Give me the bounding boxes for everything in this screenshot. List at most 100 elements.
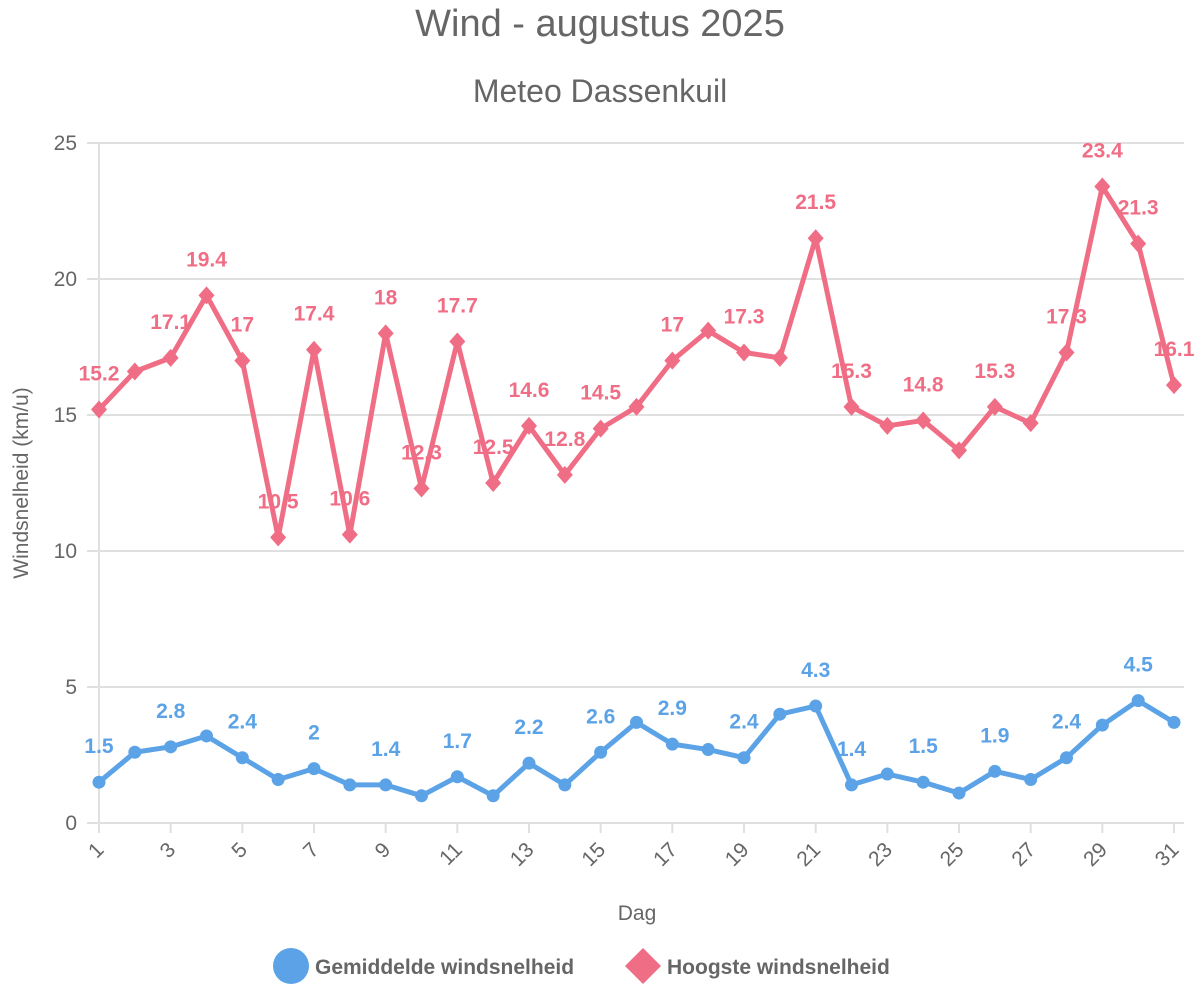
data-point[interactable] [91,400,107,419]
data-label: 14.8 [903,373,944,396]
data-point[interactable] [450,770,464,784]
data-point[interactable] [486,789,500,803]
legend-label: Gemiddelde windsnelheid [315,956,574,979]
x-tick-label: 31 [1151,838,1184,871]
data-point[interactable] [1130,234,1147,253]
data-point[interactable] [198,286,215,305]
x-tick-label: 25 [936,838,969,871]
data-point[interactable] [1095,718,1109,732]
data-point[interactable] [558,778,572,792]
data-point[interactable] [126,362,143,381]
x-axis-label: Dag [618,902,657,925]
data-point[interactable] [379,778,393,792]
data-label: 2.9 [658,697,687,720]
legend-diamond-icon [625,948,661,984]
data-label: 10.6 [329,488,370,511]
data-label: 15.2 [79,363,120,386]
data-point[interactable] [843,397,860,416]
data-point[interactable] [1167,715,1181,729]
data-label: 14.6 [509,379,550,402]
data-point[interactable] [200,729,213,743]
y-tick-label: 5 [65,676,77,699]
data-point[interactable] [415,789,428,803]
data-point[interactable] [343,778,357,792]
data-point[interactable] [665,737,679,751]
x-tick-label: 7 [299,838,324,863]
data-label: 1.5 [84,735,114,758]
legend-item[interactable]: Gemiddelde windsnelheid [273,948,574,984]
legend-label: Hoogste windsnelheid [667,956,890,979]
x-tick-label: 17 [649,838,682,871]
data-point[interactable] [485,474,502,492]
data-point[interactable] [1166,376,1182,395]
data-point[interactable] [701,743,715,757]
data-point[interactable] [700,321,717,340]
data-label: 21.5 [795,191,836,214]
data-point[interactable] [592,419,609,438]
data-point[interactable] [630,715,643,729]
data-label: 17.4 [294,303,335,326]
data-point[interactable] [1022,414,1039,433]
data-point[interactable] [377,324,394,343]
data-point[interactable] [270,528,287,547]
data-point[interactable] [952,786,966,800]
data-label: 1.4 [837,738,867,761]
data-point[interactable] [915,411,932,430]
data-point[interactable] [556,465,573,484]
data-label: 2.6 [586,705,615,728]
data-point[interactable] [880,767,894,781]
data-point[interactable] [916,775,930,789]
data-point[interactable] [594,745,608,759]
data-point[interactable] [1094,177,1111,196]
data-point[interactable] [1058,343,1075,362]
data-label: 1.7 [443,730,472,753]
data-point[interactable] [628,397,645,416]
legend-item[interactable]: Hoogste windsnelheid [625,948,890,984]
data-point[interactable] [879,416,896,435]
data-label: 15.3 [831,360,872,383]
data-point[interactable] [162,348,179,367]
data-point[interactable] [307,762,321,776]
data-point[interactable] [951,441,967,460]
x-tick-label: 23 [864,838,897,871]
data-point[interactable] [306,340,322,359]
x-tick-label: 5 [227,838,252,863]
data-label: 12.3 [401,441,442,464]
data-point[interactable] [234,351,251,370]
data-point[interactable] [845,778,858,792]
data-point[interactable] [809,699,823,713]
data-point[interactable] [522,756,536,770]
data-point[interactable] [164,740,178,754]
data-point[interactable] [341,525,358,544]
data-point[interactable] [986,397,1003,416]
data-label: 17.3 [724,305,765,328]
data-label: 2.4 [228,711,258,734]
data-point[interactable] [271,772,285,786]
data-point[interactable] [521,416,537,435]
data-point[interactable] [1024,772,1038,786]
data-point[interactable] [773,707,787,721]
data-point[interactable] [449,332,466,351]
data-point[interactable] [988,764,1002,778]
data-point[interactable] [771,348,788,367]
data-label: 4.5 [1124,654,1154,677]
data-point[interactable] [235,751,249,765]
data-label: 17.3 [1046,305,1087,328]
data-point[interactable] [128,745,142,759]
data-point[interactable] [736,343,752,362]
data-point[interactable] [92,775,106,789]
data-label: 2 [308,722,320,745]
x-tick-label: 19 [721,838,754,871]
x-tick-label: 11 [435,838,467,870]
data-point[interactable] [1131,694,1145,708]
data-label: 10.5 [258,490,299,513]
legend-circle-icon [273,948,309,984]
data-point[interactable] [1060,751,1073,765]
data-label: 12.5 [473,436,514,459]
data-label: 17.1 [150,311,191,334]
data-point[interactable] [737,751,751,765]
data-point[interactable] [807,229,824,248]
data-point[interactable] [413,479,430,498]
data-point[interactable] [664,351,681,370]
